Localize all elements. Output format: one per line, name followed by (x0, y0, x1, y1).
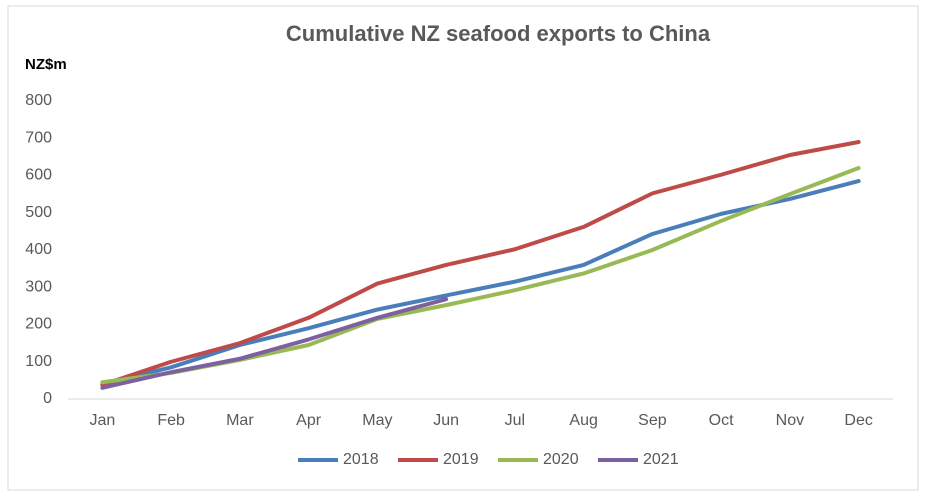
legend-label: 2018 (343, 451, 379, 468)
y-tick-label: 400 (25, 241, 52, 258)
series-line (100, 139, 861, 387)
x-tick-label: Jan (89, 412, 115, 429)
x-tick-label: Jul (505, 412, 525, 429)
chart-title: Cumulative NZ seafood exports to China (286, 21, 711, 46)
legend-label: 2019 (443, 451, 479, 468)
x-tick-label: Sep (638, 412, 667, 429)
y-tick-label: 800 (25, 92, 52, 109)
y-tick-label: 300 (25, 278, 52, 295)
y-tick-label: 600 (25, 167, 52, 184)
x-tick-label: Jun (433, 412, 459, 429)
x-tick-label: Dec (844, 412, 872, 429)
y-tick-label: 100 (25, 353, 52, 370)
x-tick-label: Oct (709, 412, 734, 429)
x-tick-label: Feb (157, 412, 185, 429)
y-axis-label: NZ$m (25, 56, 67, 73)
x-tick-label: May (362, 412, 392, 429)
y-tick-label: 700 (25, 129, 52, 146)
series-line (100, 297, 449, 390)
y-tick-label: 200 (25, 316, 52, 333)
chart-border (7, 5, 919, 491)
legend-label: 2021 (643, 451, 679, 468)
x-tick-label: Nov (776, 412, 804, 429)
legend-label: 2020 (543, 451, 579, 468)
x-tick-label: Mar (226, 412, 254, 429)
y-tick-label: 500 (25, 204, 52, 221)
series-line (100, 179, 861, 387)
y-tick-label: 0 (43, 390, 52, 407)
x-tick-label: Apr (296, 412, 322, 429)
x-tick-label: Aug (569, 412, 597, 429)
